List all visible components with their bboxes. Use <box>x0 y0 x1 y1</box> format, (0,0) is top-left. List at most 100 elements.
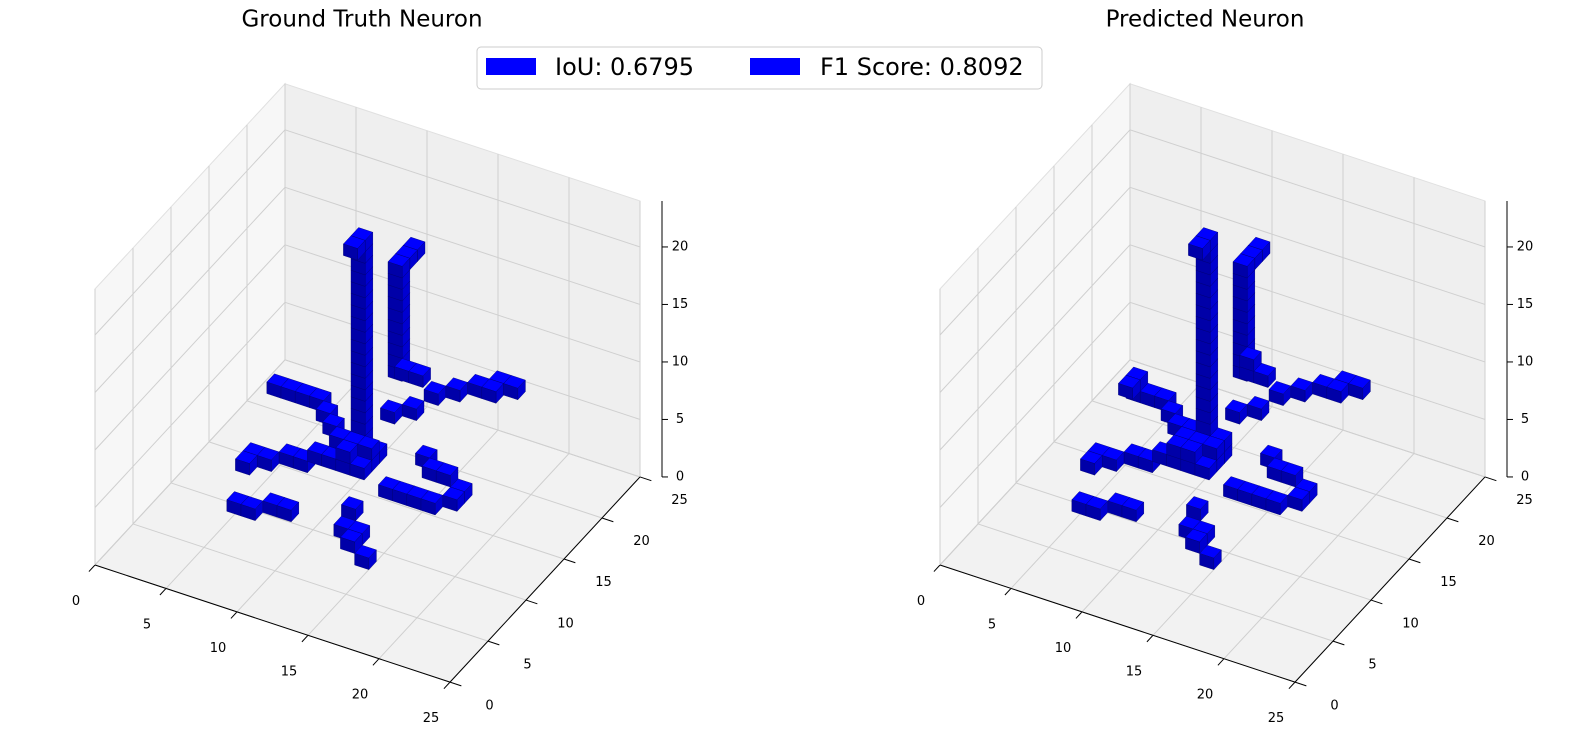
tick-mark <box>159 588 167 596</box>
voxel-face <box>349 463 365 481</box>
tick-mark <box>1370 599 1383 605</box>
tick-mark <box>1146 634 1154 643</box>
y-tick-label: 5 <box>1368 657 1376 672</box>
voxel-face <box>408 371 424 388</box>
grid-line <box>284 359 641 478</box>
voxel <box>256 446 280 473</box>
tick-mark <box>1446 517 1459 523</box>
grid-line <box>94 186 286 393</box>
voxel <box>335 439 358 465</box>
z-tick-label: 20 <box>1517 239 1534 254</box>
voxel <box>420 490 444 516</box>
grid-line <box>284 186 641 305</box>
grid-line <box>307 429 499 636</box>
voxel-face <box>402 404 417 421</box>
voxel-face <box>420 498 436 516</box>
voxel <box>1186 496 1209 522</box>
tick-mark <box>1294 681 1307 687</box>
voxel-face <box>340 536 355 554</box>
grid-line <box>132 523 489 642</box>
legend-swatch <box>750 58 800 75</box>
voxel <box>1080 450 1103 476</box>
tick-mark <box>1004 588 1012 596</box>
legend-label: F1 Score: 0.8092 <box>820 53 1024 81</box>
x-tick-label: 5 <box>988 617 996 632</box>
voxel-face <box>1118 383 1133 400</box>
voxel-face <box>276 505 292 523</box>
voxel <box>309 387 332 413</box>
z-tick-label: 0 <box>676 469 684 484</box>
voxel <box>1118 374 1141 401</box>
voxel <box>380 399 403 425</box>
voxel <box>1225 399 1248 425</box>
grid-line <box>939 359 1131 566</box>
voxel-plot: 0 5 10 15 20 25 0 5 10 15 20 25 0 5 10 15 20 <box>72 82 689 726</box>
z-tick-label: 5 <box>1521 412 1529 427</box>
legend-swatch <box>486 58 536 75</box>
voxel-face <box>1080 458 1095 476</box>
voxel <box>1232 253 1256 279</box>
y-tick-label: 25 <box>671 493 688 508</box>
voxel <box>1194 455 1218 481</box>
voxel-face <box>1246 404 1262 421</box>
y-tick-label: 20 <box>633 534 650 549</box>
tick-mark <box>1217 658 1225 666</box>
x-tick-label: 0 <box>917 594 925 609</box>
voxel <box>1185 528 1208 554</box>
grid-line <box>1081 406 1273 613</box>
x-tick-label: 10 <box>1055 641 1072 656</box>
voxel-face <box>503 383 518 401</box>
voxel-face <box>1232 261 1248 279</box>
voxel-plot: 0 5 10 15 20 25 0 5 10 15 20 25 0 5 10 15 20 <box>917 82 1534 726</box>
grid-line <box>1129 244 1486 363</box>
voxel <box>357 435 380 461</box>
grid-line <box>1223 453 1415 660</box>
voxel-face <box>1194 463 1210 481</box>
voxel-face <box>1121 505 1137 523</box>
z-tick-label: 15 <box>672 297 689 312</box>
tick-mark <box>563 558 576 564</box>
voxel <box>1287 486 1310 512</box>
voxel <box>1290 377 1313 403</box>
tick-mark <box>301 634 309 643</box>
voxel <box>340 528 363 554</box>
voxel <box>442 486 465 512</box>
tick-mark <box>449 681 462 687</box>
voxel <box>343 235 366 261</box>
voxel <box>387 253 411 279</box>
x-axis-line <box>939 564 1296 683</box>
grid-line <box>236 406 428 613</box>
voxel <box>1180 439 1203 465</box>
voxels <box>226 227 526 571</box>
tick-mark <box>443 681 451 690</box>
grid-line <box>939 186 1131 393</box>
voxel-face <box>1290 385 1306 403</box>
voxel <box>349 455 373 481</box>
grid-line <box>939 244 1131 451</box>
tick-mark <box>1288 681 1296 690</box>
z-tick-label: 10 <box>1517 354 1534 369</box>
voxel-face <box>445 385 461 403</box>
voxel <box>1280 462 1304 488</box>
voxel-face <box>1280 470 1296 488</box>
tick-mark <box>230 611 238 619</box>
grid-line <box>284 129 641 248</box>
voxel <box>354 545 377 571</box>
voxel <box>240 496 264 522</box>
voxel-face <box>481 386 497 404</box>
grid-line <box>94 359 286 566</box>
x-tick-label: 15 <box>1126 664 1143 679</box>
tick-mark <box>487 640 500 646</box>
tick-mark <box>1075 611 1083 619</box>
x-tick-label: 20 <box>352 688 369 703</box>
grid-line <box>378 453 570 660</box>
voxels <box>1071 227 1371 571</box>
voxel-face <box>1265 498 1281 516</box>
tick-mark <box>639 476 652 482</box>
grid-line <box>939 301 1131 508</box>
chart-title: Predicted Neuron <box>1106 7 1305 33</box>
x-tick-label: 20 <box>1197 688 1214 703</box>
grid-line <box>1152 429 1344 636</box>
voxel <box>503 375 526 401</box>
voxel-face <box>1085 504 1101 521</box>
